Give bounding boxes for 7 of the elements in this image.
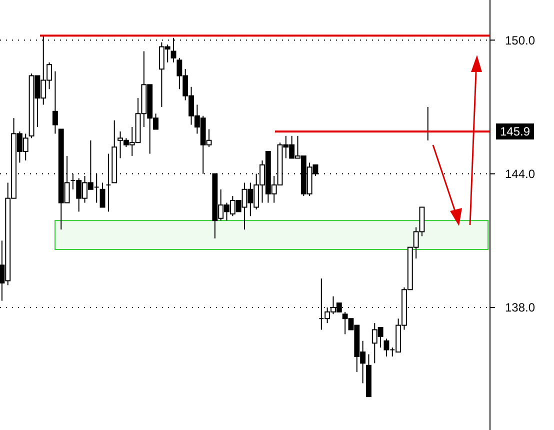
candlestick [52,70,58,134]
candlestick [100,182,106,208]
y-tick-label: 138.0 [504,300,536,315]
y-tick-label: 150.0 [504,33,536,48]
y-tick-label: 144.0 [504,166,536,181]
ref-line-label: 145.9 [500,124,530,139]
candlestick [106,153,112,212]
